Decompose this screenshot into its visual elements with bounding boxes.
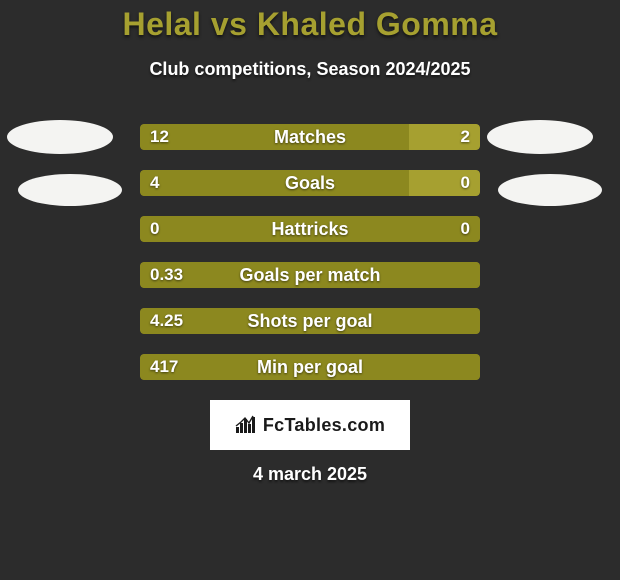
card-date: 4 march 2025 — [0, 464, 620, 485]
stat-left-segment — [140, 170, 409, 196]
stat-row: Hattricks00 — [140, 216, 480, 242]
avatar-right-body — [498, 174, 602, 206]
stat-row: Goals per match0.33 — [140, 262, 480, 288]
stat-left-segment — [140, 354, 480, 380]
stat-row: Matches122 — [140, 124, 480, 150]
player-right-name: Khaled Gomma — [257, 6, 498, 42]
stat-row: Shots per goal4.25 — [140, 308, 480, 334]
avatar-left-body — [18, 174, 122, 206]
title-vs: vs — [211, 6, 248, 42]
comparison-card: Helal vs Khaled Gomma Club competitions,… — [0, 0, 620, 580]
card-title: Helal vs Khaled Gomma — [0, 0, 620, 43]
stat-row: Min per goal417 — [140, 354, 480, 380]
stat-left-segment — [140, 124, 409, 150]
stat-left-segment — [140, 216, 480, 242]
player-left-name: Helal — [122, 6, 201, 42]
card-subtitle: Club competitions, Season 2024/2025 — [0, 59, 620, 80]
bar-chart-icon — [235, 415, 257, 435]
branding-badge: FcTables.com — [210, 400, 410, 450]
stat-left-segment — [140, 262, 480, 288]
stat-left-segment — [140, 308, 480, 334]
stat-row: Goals40 — [140, 170, 480, 196]
avatar-right-head — [487, 120, 593, 154]
branding-text: FcTables.com — [263, 415, 385, 436]
stat-right-segment — [409, 170, 480, 196]
stats-container: Matches122 Goals40 Hattricks00 Goals per ma… — [140, 124, 480, 380]
stat-right-segment — [409, 124, 480, 150]
avatar-left-head — [7, 120, 113, 154]
